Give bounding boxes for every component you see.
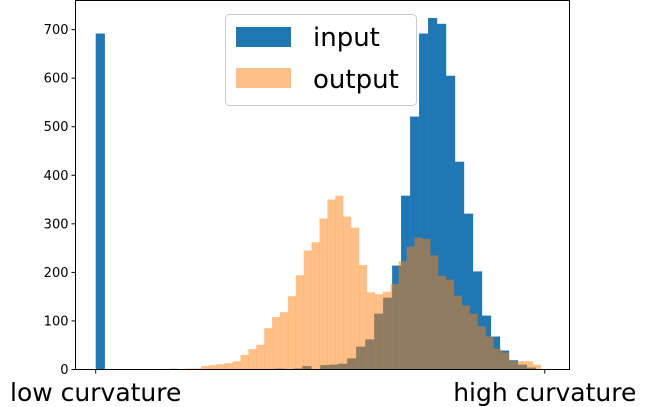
bar-output xyxy=(287,296,297,370)
bar-output xyxy=(446,279,455,370)
bar-output xyxy=(477,326,486,370)
bar-output xyxy=(374,294,383,370)
bar-input xyxy=(437,23,447,370)
y-tick-label: 500 xyxy=(44,120,69,135)
y-axis: 0 100 200 300 400 500 600 700 xyxy=(44,23,76,378)
legend-swatch-input xyxy=(236,27,291,47)
legend-label-output: output xyxy=(313,65,399,95)
bar-output xyxy=(351,227,360,370)
bar-input xyxy=(446,75,456,370)
plot-frame xyxy=(75,0,570,370)
bar-input xyxy=(428,17,438,370)
bar-output xyxy=(517,361,526,370)
bar-output xyxy=(509,361,518,370)
bar-output xyxy=(327,199,336,370)
bar-output xyxy=(390,284,399,370)
bar-output xyxy=(501,352,510,370)
bar-output xyxy=(422,238,431,370)
y-tick-label: 400 xyxy=(44,169,69,184)
bar-output xyxy=(469,313,478,370)
bar-output xyxy=(224,363,233,370)
bar-output xyxy=(366,292,376,370)
x-tick-label: high curvature xyxy=(453,378,636,407)
bar-output xyxy=(280,312,289,370)
output-bars xyxy=(169,195,542,370)
y-tick-label: 0 xyxy=(60,363,68,378)
bar-input xyxy=(454,161,465,370)
legend-label-input: input xyxy=(313,23,380,53)
bar-output xyxy=(461,305,470,370)
bar-output xyxy=(430,255,439,370)
bar-output xyxy=(232,361,241,370)
y-tick-label: 700 xyxy=(44,23,69,38)
y-tick-label: 200 xyxy=(44,266,69,281)
y-tick-label: 600 xyxy=(44,72,69,87)
bar-output xyxy=(406,246,415,370)
bar-output xyxy=(343,216,352,370)
bar-output xyxy=(240,354,249,370)
bar-output xyxy=(453,295,463,370)
bar-output xyxy=(248,349,257,370)
bar-output xyxy=(485,336,494,370)
bar-output xyxy=(414,237,423,370)
x-axis: low curvature high curvature xyxy=(10,369,636,407)
bar-input xyxy=(419,33,429,370)
bar-output xyxy=(200,366,210,370)
bar-output xyxy=(208,365,217,370)
bar-input xyxy=(463,213,474,370)
bar-output xyxy=(438,275,447,370)
legend-swatch-output xyxy=(236,68,291,88)
bar-output xyxy=(359,265,368,370)
bar-output xyxy=(303,250,312,370)
bar-output xyxy=(216,364,225,370)
bar-output xyxy=(382,291,391,370)
bar-output xyxy=(256,344,265,370)
bar-output xyxy=(264,328,273,370)
y-tick-label: 100 xyxy=(44,314,69,329)
bar-output xyxy=(319,218,328,370)
bar-output xyxy=(398,261,407,370)
bar-input xyxy=(95,33,105,370)
bar-output xyxy=(525,361,534,370)
bar-output xyxy=(335,195,344,370)
bar-output xyxy=(295,275,304,370)
x-tick-label: low curvature xyxy=(10,378,181,407)
bar-output xyxy=(272,317,281,370)
y-tick-label: 300 xyxy=(44,217,69,232)
legend: input output xyxy=(225,14,417,106)
bar-output xyxy=(493,348,502,370)
bar-output xyxy=(532,364,542,370)
bar-output xyxy=(311,242,320,370)
